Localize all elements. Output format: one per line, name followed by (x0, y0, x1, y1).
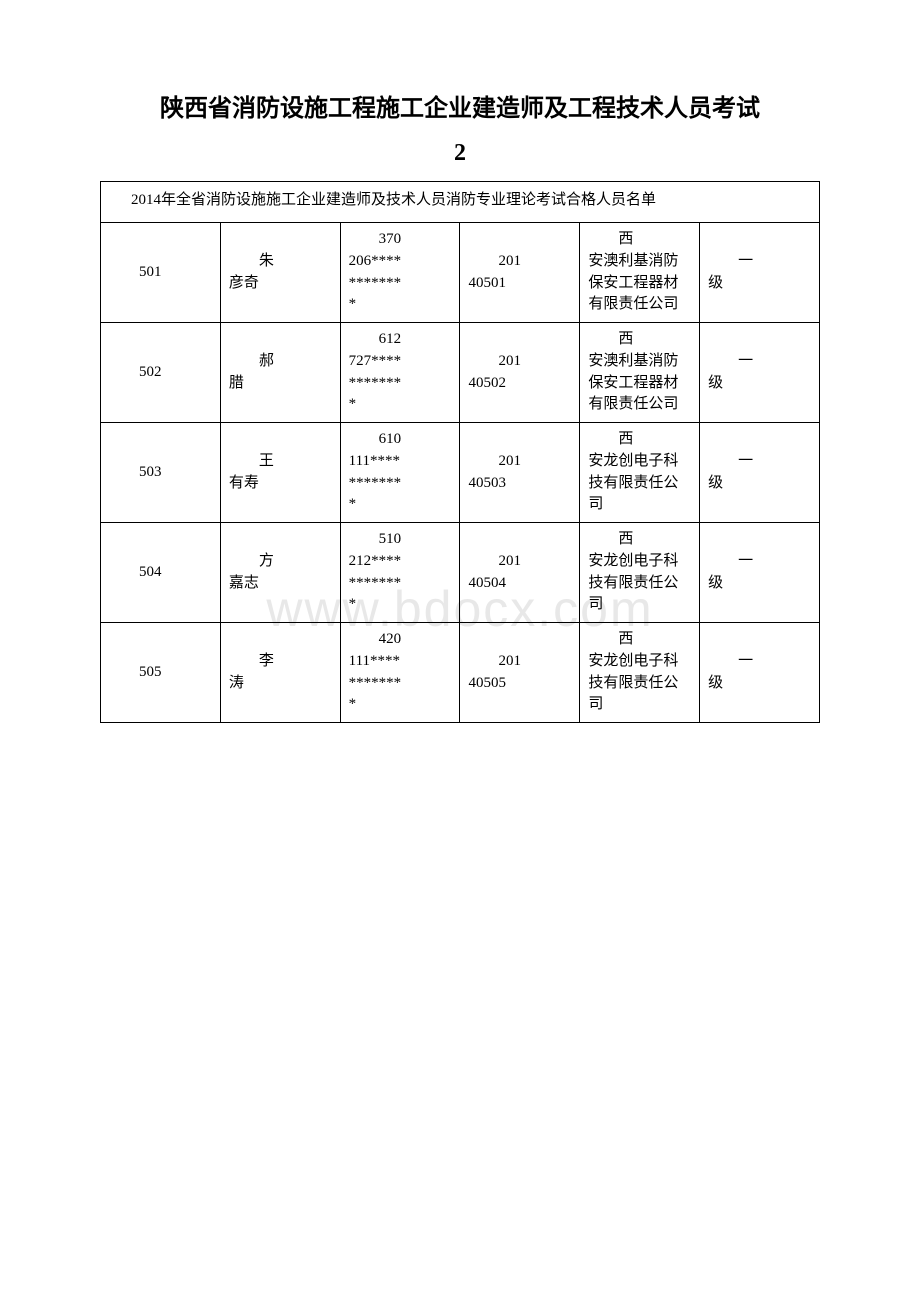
cell-name: 郝腊 (220, 323, 340, 423)
table-row: 501 朱彦奇 370206************ 20140501 西安澳利… (101, 223, 820, 323)
table-row: 504 方嘉志 510212************ 20140504 西安龙创… (101, 523, 820, 623)
cell-company: 西安龙创电子科技有限责任公司 (580, 523, 700, 623)
cell-index: 505 (101, 623, 221, 723)
cell-code: 20140502 (460, 323, 580, 423)
cell-company: 西安澳利基消防保安工程器材有限责任公司 (580, 323, 700, 423)
cell-level: 一级 (700, 223, 820, 323)
cell-company: 西安澳利基消防保安工程器材有限责任公司 (580, 223, 700, 323)
table-subtitle: 2014年全省消防设施施工企业建造师及技术人员消防专业理论考试合格人员名单 (101, 182, 820, 223)
cell-level: 一级 (700, 323, 820, 423)
table-row: 502 郝腊 612727************ 20140502 西安澳利基… (101, 323, 820, 423)
cell-code: 20140505 (460, 623, 580, 723)
cell-index: 504 (101, 523, 221, 623)
table-row: 505 李涛 420111************ 20140505 西安龙创电… (101, 623, 820, 723)
page-title-line2: 2 (100, 140, 820, 167)
data-table: 2014年全省消防设施施工企业建造师及技术人员消防专业理论考试合格人员名单 50… (100, 181, 820, 723)
cell-name: 李涛 (220, 623, 340, 723)
page-title-line1: 陕西省消防设施工程施工企业建造师及工程技术人员考试 (100, 90, 820, 128)
cell-name: 方嘉志 (220, 523, 340, 623)
cell-id: 420111************ (340, 623, 460, 723)
cell-code: 20140503 (460, 423, 580, 523)
cell-index: 502 (101, 323, 221, 423)
cell-name: 朱彦奇 (220, 223, 340, 323)
table-header-row: 2014年全省消防设施施工企业建造师及技术人员消防专业理论考试合格人员名单 (101, 182, 820, 223)
cell-index: 503 (101, 423, 221, 523)
cell-id: 612727************ (340, 323, 460, 423)
cell-level: 一级 (700, 623, 820, 723)
cell-id: 370206************ (340, 223, 460, 323)
cell-id: 610111************ (340, 423, 460, 523)
cell-name: 王有寿 (220, 423, 340, 523)
cell-level: 一级 (700, 423, 820, 523)
cell-index: 501 (101, 223, 221, 323)
cell-company: 西安龙创电子科技有限责任公司 (580, 623, 700, 723)
cell-company: 西安龙创电子科技有限责任公司 (580, 423, 700, 523)
cell-id: 510212************ (340, 523, 460, 623)
cell-level: 一级 (700, 523, 820, 623)
cell-code: 20140501 (460, 223, 580, 323)
cell-code: 20140504 (460, 523, 580, 623)
table-row: 503 王有寿 610111************ 20140503 西安龙创… (101, 423, 820, 523)
